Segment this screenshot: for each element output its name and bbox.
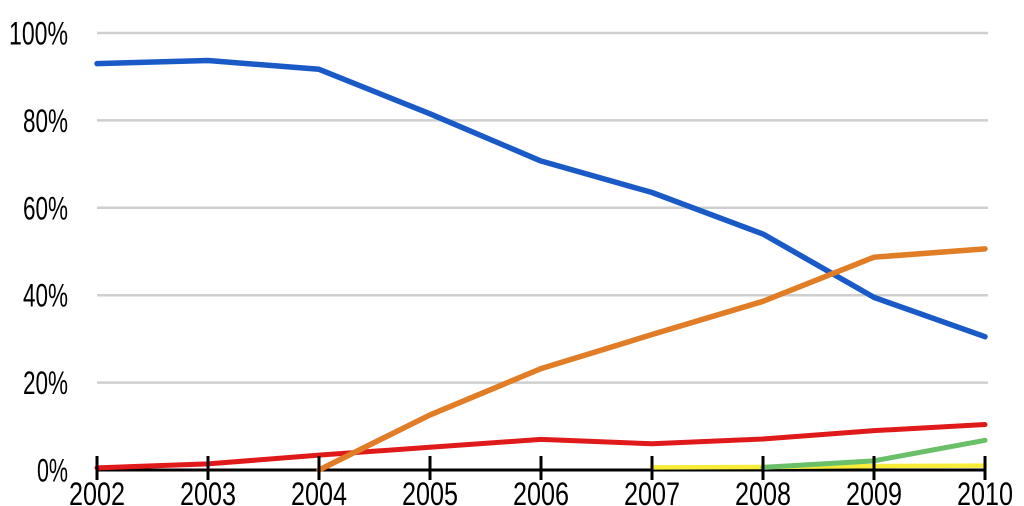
x-axis-label-2007: 2007 (624, 476, 680, 506)
y-axis-label-80: 80% (23, 103, 68, 139)
x-axis-label-2003: 2003 (180, 476, 236, 506)
x-axis-label-2009: 2009 (846, 476, 902, 506)
x-axis-label-2004: 2004 (291, 476, 347, 506)
y-axis-label-0: 0% (37, 453, 68, 489)
y-axis-label-100: 100% (9, 16, 68, 52)
x-axis-label-2002: 2002 (69, 476, 125, 506)
x-axis-label-2005: 2005 (402, 476, 458, 506)
series-line-orange-series (316, 246, 988, 473)
y-axis-label-60: 60% (23, 190, 68, 226)
x-axis-label-2008: 2008 (735, 476, 791, 506)
y-axis-label-40: 40% (23, 278, 68, 314)
series-line-red-series (94, 422, 988, 471)
y-axis-label-20: 20% (23, 365, 68, 401)
series-line-blue-series (94, 57, 988, 340)
x-axis-label-2010: 2010 (957, 476, 1013, 506)
x-axis-label-2006: 2006 (513, 476, 569, 506)
